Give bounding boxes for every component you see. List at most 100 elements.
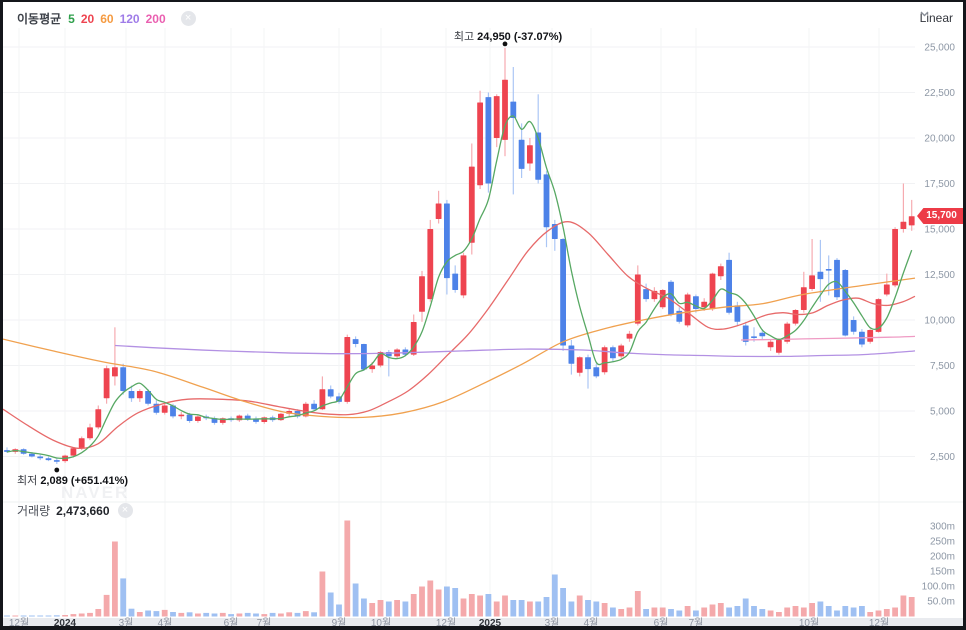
volume-bar — [302, 611, 309, 617]
candle-body — [883, 284, 890, 295]
volume-bar — [701, 607, 708, 617]
time-axis-scrollbar[interactable]: 12월 2024 3월 4월 6월 7월 9월 10월 12월 2025 3월 4월 6월 7월 10월 12… — [3, 618, 963, 626]
candle-body — [178, 414, 185, 417]
volume-bar — [336, 604, 342, 617]
candle-body — [70, 448, 77, 456]
volume-bar — [593, 601, 600, 617]
candle-body — [776, 340, 782, 353]
ma200-line — [740, 335, 916, 341]
volume-bar — [601, 603, 608, 617]
candle-body — [485, 97, 492, 184]
candle-body — [319, 389, 326, 410]
volume-bar — [626, 607, 633, 617]
candle-body — [643, 289, 649, 300]
volume-bar — [385, 601, 392, 617]
volume-bar — [37, 615, 44, 617]
x-axis-tick: 4월 — [157, 618, 173, 626]
candle-body — [452, 273, 459, 290]
candle-body — [170, 405, 176, 417]
candle-body — [585, 357, 591, 370]
current-price-badge: 15,700 — [917, 208, 963, 224]
volume-bar — [535, 601, 542, 617]
candle-body — [136, 391, 143, 399]
x-axis-tick: 7월 — [256, 618, 272, 626]
volume-bar — [610, 607, 616, 617]
candle-body — [825, 269, 832, 271]
high-label: 최고 — [453, 31, 475, 43]
volume-bar — [120, 578, 127, 617]
volume-bar — [759, 609, 766, 617]
candle-body — [361, 344, 367, 370]
x-axis-tick: 10월 — [798, 618, 820, 626]
volume-bar — [825, 606, 832, 617]
x-axis-tick: 12월 — [435, 618, 457, 626]
volume-bar — [161, 609, 168, 617]
candle-body — [477, 102, 483, 186]
volume-bar — [676, 610, 683, 617]
ma-period-5: 5 — [68, 11, 75, 26]
volume-bar — [70, 614, 77, 617]
volume-bar — [468, 594, 475, 617]
volume-label: 거래량 — [17, 504, 51, 518]
volume-bar — [410, 594, 417, 617]
candle-body — [800, 287, 807, 310]
remove-moving-average-button[interactable]: × — [180, 11, 196, 26]
candle-body — [518, 139, 525, 169]
volume-bar — [311, 612, 317, 617]
candle-body — [145, 391, 151, 404]
ma120-line — [114, 344, 916, 358]
volume-bar — [103, 594, 110, 617]
volume-bar — [834, 610, 840, 617]
ma5-line — [6, 115, 913, 460]
candle-body — [834, 259, 840, 298]
candle-body — [527, 145, 533, 164]
scale-selector[interactable]: Linear — [920, 11, 953, 25]
volume-bar — [717, 603, 724, 617]
volume-bar — [883, 609, 890, 617]
candle-body — [610, 347, 616, 359]
volume-bar — [136, 612, 143, 617]
volume-bar — [236, 613, 243, 617]
x-axis-tick: 6월 — [223, 618, 239, 626]
candle-body — [87, 427, 93, 439]
volume-bar — [651, 607, 658, 617]
volume-bar — [634, 591, 641, 617]
volume-bar — [87, 612, 93, 617]
volume-bar — [867, 612, 874, 617]
x-axis-tick: 9월 — [331, 618, 347, 626]
candle-body — [352, 339, 359, 344]
volume-axis-label: 100.0m — [922, 582, 955, 593]
volume-bar — [327, 592, 334, 617]
price-axis-label: 5,000 — [930, 407, 955, 418]
candle-body — [435, 203, 442, 219]
high-marker-dot — [502, 41, 508, 47]
volume-bar — [502, 595, 508, 617]
candle-body — [701, 301, 708, 308]
volume-axis-label: 150m — [930, 567, 955, 578]
volume-bar — [269, 612, 276, 617]
volume-bar — [170, 612, 176, 617]
high-price-annotation: 최고 24,950 (-37.07%) — [454, 28, 562, 44]
volume-bar — [859, 606, 865, 617]
volume-bar — [78, 613, 85, 617]
volume-bar — [543, 597, 550, 617]
volume-bar — [734, 606, 741, 617]
volume-bar — [319, 571, 326, 617]
candle-body — [543, 174, 550, 228]
volume-bar — [244, 612, 251, 617]
candlestick-chart-canvas[interactable]: 25,000 22,500 20,000 17,500 15,000 12,500 10,0… — [3, 2, 963, 626]
candle-body — [195, 416, 201, 421]
volume-bar — [784, 607, 791, 617]
candle-body — [460, 255, 467, 296]
volume-header: 거래량 2,473,660 × — [17, 502, 133, 519]
x-axis-tick: 10월 — [370, 618, 392, 626]
remove-volume-button[interactable]: × — [117, 503, 133, 518]
volume-bar — [460, 598, 467, 617]
volume-bar — [377, 600, 384, 617]
candle-body — [244, 415, 251, 420]
volume-bar — [809, 603, 815, 617]
price-axis-label: 2,500 — [930, 452, 955, 463]
volume-bar — [394, 600, 400, 617]
volume-bar — [709, 604, 716, 617]
price-axis-label: 15,000 — [924, 225, 955, 236]
